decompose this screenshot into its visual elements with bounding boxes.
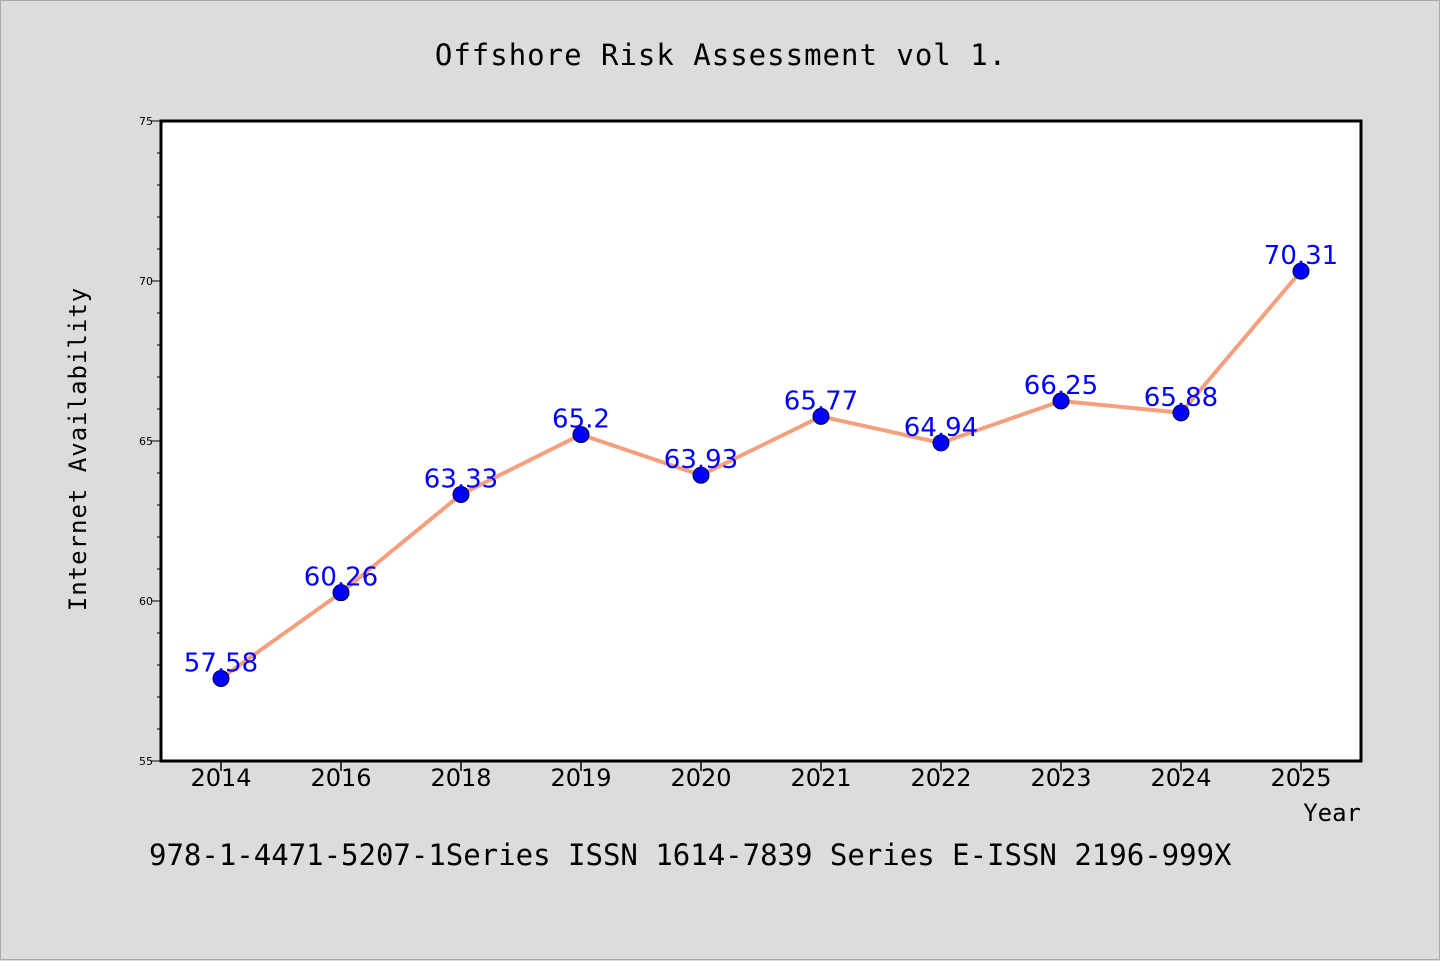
plot-border [159, 119, 1363, 763]
data-label: 63.93 [664, 445, 738, 475]
y-tick-label: 55 [139, 755, 153, 768]
data-point [692, 466, 710, 484]
x-tick-label: 2018 [430, 764, 491, 792]
x-axis-ticks: 2014 2016 2018 2019 2020 2021 2022 2023 2024 2025 [190, 761, 1332, 792]
series-markers [212, 262, 1310, 687]
y-tick-label: 75 [139, 115, 153, 128]
plot-area [161, 121, 1361, 761]
data-label: 65.77 [784, 386, 858, 416]
x-tick-label: 2020 [670, 764, 731, 792]
y-tick-label: 65 [139, 435, 153, 448]
data-label: 66.25 [1024, 371, 1098, 401]
data-label: 63.33 [424, 464, 498, 494]
y-axis-label: Internet Availability [64, 287, 92, 611]
y-tick-label: 60 [139, 595, 153, 608]
data-label: 65.2 [552, 405, 610, 435]
data-label: 64.94 [904, 413, 978, 443]
x-tick-label: 2023 [1030, 764, 1091, 792]
data-point [572, 426, 590, 444]
x-tick-label: 2016 [310, 764, 371, 792]
x-tick-label: 2021 [790, 764, 851, 792]
data-label: 65.88 [1144, 383, 1218, 413]
x-tick-label: 2022 [910, 764, 971, 792]
x-tick-label: 2014 [190, 764, 251, 792]
y-axis-ticks: 55 60 65 70 75 [139, 115, 161, 768]
data-point [1292, 262, 1310, 280]
data-label: 70.31 [1264, 241, 1338, 271]
data-point [1052, 392, 1070, 410]
data-point [812, 407, 830, 425]
data-point [332, 584, 350, 602]
x-tick-label: 2024 [1150, 764, 1211, 792]
data-point [1172, 404, 1190, 422]
series-line [219, 269, 1303, 681]
x-tick-label: 2019 [550, 764, 611, 792]
data-label: 60.26 [304, 563, 378, 593]
data-label: 57.58 [184, 648, 258, 678]
data-point [932, 434, 950, 452]
y-tick-label: 70 [139, 275, 153, 288]
data-labels: 57.58 60.26 63.33 65.2 63.93 65.77 64.94 66.25 6… [184, 241, 1338, 678]
x-axis-label: Year [1303, 799, 1361, 827]
x-tick-label: 2025 [1270, 764, 1331, 792]
isbn-footer: 978-1-4471-5207-1Series ISSN 1614-7839 S… [149, 838, 1232, 872]
data-point [212, 669, 230, 687]
chart-title: Offshore Risk Assessment vol 1. [435, 38, 1007, 72]
data-point [452, 485, 470, 503]
